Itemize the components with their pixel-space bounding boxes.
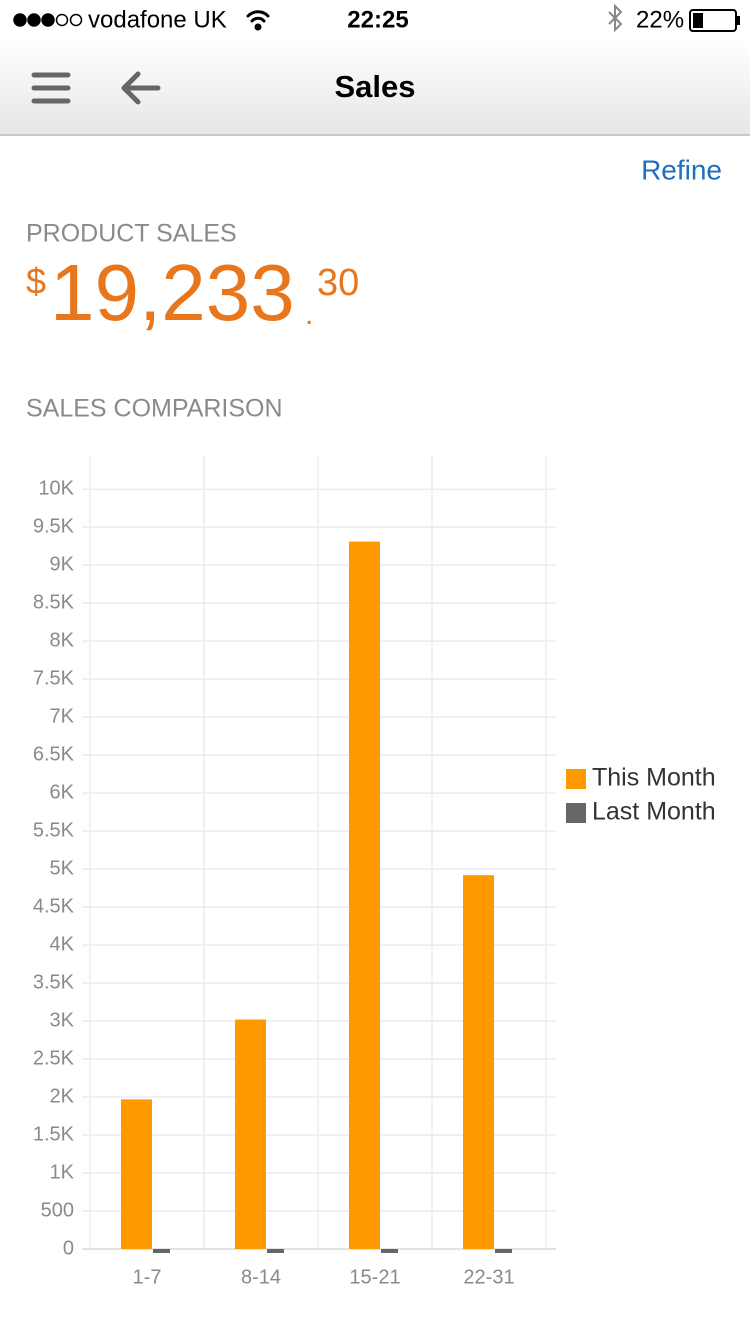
y-tick-label: 7.5K xyxy=(33,667,75,689)
bluetooth-icon xyxy=(608,3,623,33)
y-tick-label: 1K xyxy=(50,1161,75,1183)
time: 22:25 xyxy=(347,6,408,33)
y-tick-label: 9K xyxy=(50,553,75,575)
x-tick-label: 15-21 xyxy=(349,1266,400,1288)
y-tick-label: 4.5K xyxy=(33,895,75,917)
legend-swatch xyxy=(566,769,586,789)
y-tick-label: 5K xyxy=(50,857,75,879)
battery-level: 22% xyxy=(636,6,684,33)
y-tick-label: 500 xyxy=(41,1199,74,1221)
x-tick-label: 8-14 xyxy=(241,1266,281,1288)
battery-icon xyxy=(689,9,740,32)
y-tick-label: 0 xyxy=(63,1237,74,1259)
bar xyxy=(381,1249,398,1253)
y-tick-label: 10K xyxy=(38,477,74,499)
chart-title: SALES COMPARISON xyxy=(26,395,283,423)
decimal: . xyxy=(305,298,313,331)
cents: 30 xyxy=(317,262,359,304)
y-tick-label: 2.5K xyxy=(33,1047,75,1069)
signal xyxy=(13,13,83,27)
bar xyxy=(495,1249,512,1253)
legend-label: This Month xyxy=(592,764,716,792)
sales-total: $ 19,233 . 30 xyxy=(26,248,359,337)
y-tick-label: 6.5K xyxy=(33,743,75,765)
amount: 19,233 xyxy=(50,248,295,337)
x-tick-label: 1-7 xyxy=(133,1266,162,1288)
y-tick-label: 8K xyxy=(50,629,75,651)
section-label: PRODUCT SALES xyxy=(26,220,237,248)
back-button[interactable] xyxy=(121,71,161,105)
y-tick-label: 3K xyxy=(50,1009,75,1031)
bar xyxy=(121,1099,152,1249)
y-tick-label: 6K xyxy=(50,781,75,803)
refine-button[interactable]: Refine xyxy=(641,154,722,185)
bar xyxy=(235,1019,266,1249)
legend-label: Last Month xyxy=(592,798,716,826)
y-tick-label: 2K xyxy=(50,1085,75,1107)
legend-swatch xyxy=(566,803,586,823)
menu-button[interactable] xyxy=(31,72,71,104)
y-tick-label: 5.5K xyxy=(33,819,75,841)
carrier: vodafone UK xyxy=(88,6,227,33)
bar xyxy=(349,541,380,1249)
bar xyxy=(267,1249,284,1253)
wifi-icon xyxy=(246,10,270,31)
page-title: Sales xyxy=(334,69,415,104)
currency: $ xyxy=(26,261,46,302)
y-tick-label: 4K xyxy=(50,933,75,955)
y-tick-label: 9.5K xyxy=(33,515,75,537)
bar xyxy=(153,1249,170,1253)
y-tick-label: 1.5K xyxy=(33,1123,75,1145)
bar xyxy=(463,875,494,1249)
x-tick-label: 22-31 xyxy=(463,1266,514,1288)
y-tick-label: 8.5K xyxy=(33,591,75,613)
y-tick-label: 3.5K xyxy=(33,971,75,993)
y-tick-label: 7K xyxy=(50,705,75,727)
